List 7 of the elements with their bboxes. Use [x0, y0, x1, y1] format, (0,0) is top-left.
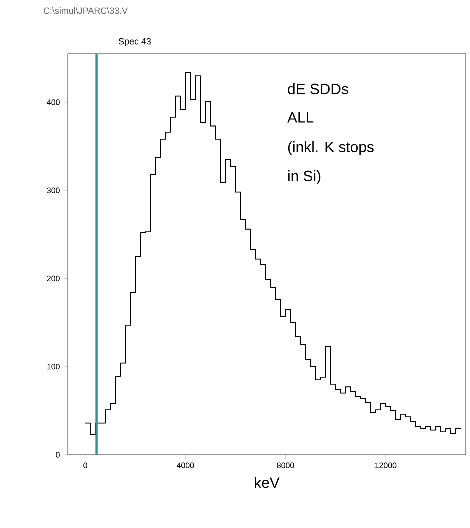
- annotation: (inkl. K stops: [288, 142, 374, 156]
- annotation: in Si): [288, 170, 321, 184]
- x-axis-title: keV: [255, 477, 280, 488]
- annotation: dE SDDs: [288, 84, 348, 94]
- chart-title: C:\simul\JPARC\33.V: [44, 8, 128, 14]
- chart-subtitle: Spec 43: [118, 38, 152, 46]
- annotation: ALL: [288, 112, 314, 123]
